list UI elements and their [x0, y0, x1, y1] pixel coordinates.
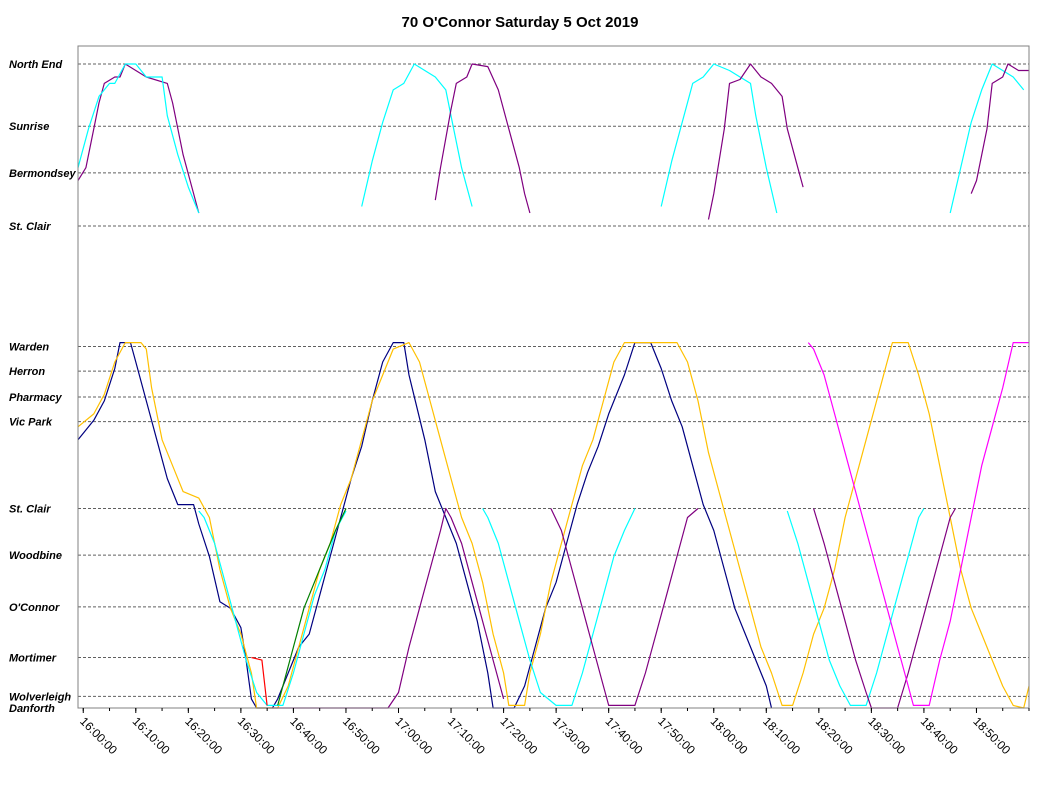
stop-label: Bermondsey — [9, 168, 77, 180]
series-line-0 — [77, 63, 200, 214]
x-tick-label: 17:50:00 — [655, 714, 698, 757]
series-line-7 — [970, 63, 1029, 194]
x-tick-label: 17:30:00 — [550, 714, 593, 757]
tick-layer: 16:00:00 16:10:00 16:20:00 16:30:00 16:40:00… — [77, 708, 1030, 757]
series-layer — [77, 63, 1030, 709]
series-line-16 — [786, 508, 925, 707]
plot-frame — [77, 45, 1030, 709]
stop-label: St. Clair — [9, 503, 51, 515]
stop-label: O'Connor — [9, 602, 60, 614]
x-tick-label: 18:00:00 — [708, 714, 751, 757]
series-line-2 — [361, 63, 473, 207]
series-line-12 — [251, 656, 268, 706]
x-tick-label: 18:50:00 — [970, 714, 1013, 757]
stop-label: Wolverleigh — [9, 691, 71, 703]
stop-label: Vic Park — [9, 417, 53, 429]
stop-label: St. Clair — [9, 221, 51, 233]
series-line-11 — [277, 508, 347, 706]
stop-label: Pharmacy — [9, 392, 62, 404]
x-tick-label: 18:30:00 — [865, 714, 908, 757]
chart-title: 70 O'Connor Saturday 5 Oct 2019 — [402, 14, 639, 31]
series-line-14 — [482, 508, 636, 707]
series-line-3 — [434, 63, 531, 214]
series-line-15 — [550, 508, 699, 707]
series-line-6 — [949, 63, 1025, 214]
stop-label: North End — [9, 59, 62, 71]
x-tick-label: 16:40:00 — [287, 714, 330, 757]
x-tick-label: 16:00:00 — [77, 714, 120, 757]
x-tick-label: 17:20:00 — [497, 714, 540, 757]
series-line-8 — [77, 342, 773, 709]
x-tick-label: 16:50:00 — [340, 714, 383, 757]
series-line-1 — [77, 63, 200, 214]
x-tick-label: 17:00:00 — [392, 714, 435, 757]
series-line-4 — [660, 63, 778, 214]
x-tick-label: 18:10:00 — [760, 714, 803, 757]
x-tick-label: 17:40:00 — [603, 714, 646, 757]
stop-label: Danforth — [9, 703, 55, 715]
x-tick-label: 18:40:00 — [918, 714, 961, 757]
series-line-13 — [272, 507, 505, 709]
label-layer: North End Sunrise Bermondsey St. Clair Warde… — [9, 59, 77, 715]
series-line-17 — [813, 508, 956, 709]
stop-label: Mortimer — [9, 652, 57, 664]
stop-label: Sunrise — [9, 121, 49, 133]
series-line-18 — [807, 342, 1029, 707]
series-line-10 — [198, 510, 347, 707]
series-line-5 — [707, 63, 804, 220]
x-tick-label: 16:10:00 — [130, 714, 173, 757]
stop-label: Woodbine — [9, 550, 62, 562]
stop-label: Warden — [9, 341, 49, 353]
x-tick-label: 16:30:00 — [235, 714, 278, 757]
x-tick-label: 16:20:00 — [182, 714, 225, 757]
stop-label: Herron — [9, 366, 45, 378]
x-tick-label: 18:20:00 — [813, 714, 856, 757]
x-tick-label: 17:10:00 — [445, 714, 488, 757]
